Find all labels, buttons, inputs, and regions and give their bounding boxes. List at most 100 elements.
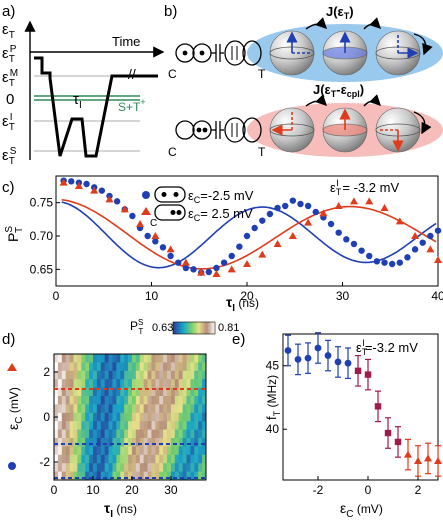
c-label-top: C — [168, 67, 177, 81]
heatmap-cell — [104, 471, 109, 481]
heatmap-cell — [174, 370, 180, 380]
axis-break: // — [128, 66, 136, 82]
heatmap-cell — [198, 438, 203, 447]
heatmap-cell — [73, 370, 78, 380]
data-point-red — [166, 245, 175, 253]
data-point-red — [395, 217, 404, 225]
heatmap-cell — [65, 379, 70, 388]
heatmap-cell — [112, 370, 117, 380]
heatmap-cell — [194, 387, 199, 397]
heatmap-cell — [92, 471, 98, 481]
heatmap-cell — [155, 370, 160, 380]
heatmap-cell — [186, 362, 191, 372]
heatmap-cell — [81, 387, 86, 397]
heatmap-cell — [155, 387, 160, 397]
heatmap-cell — [198, 412, 203, 422]
y-tick-label-d: 0 — [43, 410, 50, 424]
heatmap-cell — [190, 471, 195, 481]
panel-label-e: e) — [232, 331, 245, 348]
heatmap-cell — [147, 421, 152, 430]
heatmap-cell — [147, 446, 152, 456]
heatmap-cell — [135, 429, 141, 439]
heatmap-cell — [73, 362, 78, 372]
data-point-blue — [404, 254, 411, 261]
heatmap-cell — [112, 454, 117, 464]
panel-c: c) 0 10 20 30 40 0.65 0.70 0.75 PST τI (ns) εC=… — [2, 175, 443, 314]
double-dot-top — [175, 40, 262, 66]
heatmap-cell — [96, 421, 102, 430]
heatmap-cell — [89, 396, 94, 405]
heatmap-cell — [202, 379, 207, 388]
heatmap-cell — [178, 379, 184, 388]
heatmap-cell — [65, 354, 70, 363]
heatmap-cell — [104, 412, 109, 422]
heatmap-cell — [89, 354, 94, 363]
heatmap-cell — [77, 446, 82, 456]
y-axis-label-e: fT (MHz) — [264, 375, 282, 420]
heatmap-cell — [135, 438, 141, 447]
data-point-red — [105, 195, 114, 203]
heatmap-cell — [81, 412, 86, 422]
heatmap-cell — [143, 471, 148, 481]
heatmap-cell — [174, 421, 180, 430]
heatmap-cell — [151, 471, 156, 481]
heatmap-cell — [163, 354, 168, 363]
heatmap-cell — [69, 379, 74, 388]
heatmap-cell — [178, 446, 184, 456]
data-point-e-blue — [294, 355, 302, 363]
heatmap-cell — [159, 421, 164, 430]
heatmap-cell — [167, 396, 172, 405]
heatmap-cell — [61, 354, 67, 363]
rotation-arrow-bottom-2 — [363, 94, 381, 107]
heatmap-cell — [85, 412, 90, 422]
heatmap-cell — [120, 362, 125, 372]
bloch-sphere-bottom-3 — [375, 107, 421, 153]
heatmap-cell — [198, 421, 203, 430]
heatmap-cell — [92, 387, 98, 397]
heatmap-cell — [128, 354, 133, 363]
heatmap-cell — [190, 454, 195, 464]
data-point-e-blue — [304, 354, 312, 362]
heatmap-cell — [170, 421, 176, 430]
heatmap-cell — [143, 362, 148, 372]
heatmap-cell — [112, 463, 117, 472]
heatmap-cell — [194, 471, 199, 481]
heatmap-cell — [69, 438, 74, 447]
data-point-e-blue — [344, 359, 352, 367]
heatmap-cell — [116, 379, 121, 388]
heatmap-cell — [178, 362, 184, 372]
heatmap-cell — [190, 354, 195, 363]
heatmap-cell — [81, 404, 86, 414]
heatmap-cell — [194, 438, 199, 447]
heatmap-cell — [194, 379, 199, 388]
heatmap-cell — [77, 396, 82, 405]
heatmap-cell — [194, 454, 199, 464]
heatmap-cell — [81, 463, 86, 472]
heatmap-cell — [202, 446, 207, 456]
heatmap-cell — [81, 421, 86, 430]
heatmap-cell — [163, 421, 168, 430]
data-point-e-purple — [374, 403, 382, 410]
heatmap-cell — [163, 396, 168, 405]
fit-curve-1 — [61, 199, 437, 270]
heatmap-cell — [69, 387, 74, 397]
heatmap-cell — [147, 412, 152, 422]
heatmap-cell — [182, 429, 187, 439]
heatmap-cell — [143, 421, 148, 430]
heatmap-cell — [54, 463, 59, 472]
heatmap-cell — [112, 404, 117, 414]
heatmap-cell — [108, 471, 113, 481]
heatmap-cell — [170, 354, 176, 363]
heatmap-cell — [96, 429, 102, 439]
heatmap-cell — [100, 471, 106, 481]
heatmap-cell — [163, 463, 168, 472]
heatmap-cell — [124, 446, 129, 456]
heatmap-cell — [182, 438, 187, 447]
heatmap-cell — [69, 354, 74, 363]
heatmap-cell — [69, 370, 74, 380]
y-axis-label-d: εC (mV) — [5, 387, 25, 430]
heatmap-cell — [159, 404, 164, 414]
heatmap-cell — [96, 379, 102, 388]
marker-triangle-d — [7, 363, 17, 371]
heatmap-cell — [163, 379, 168, 388]
